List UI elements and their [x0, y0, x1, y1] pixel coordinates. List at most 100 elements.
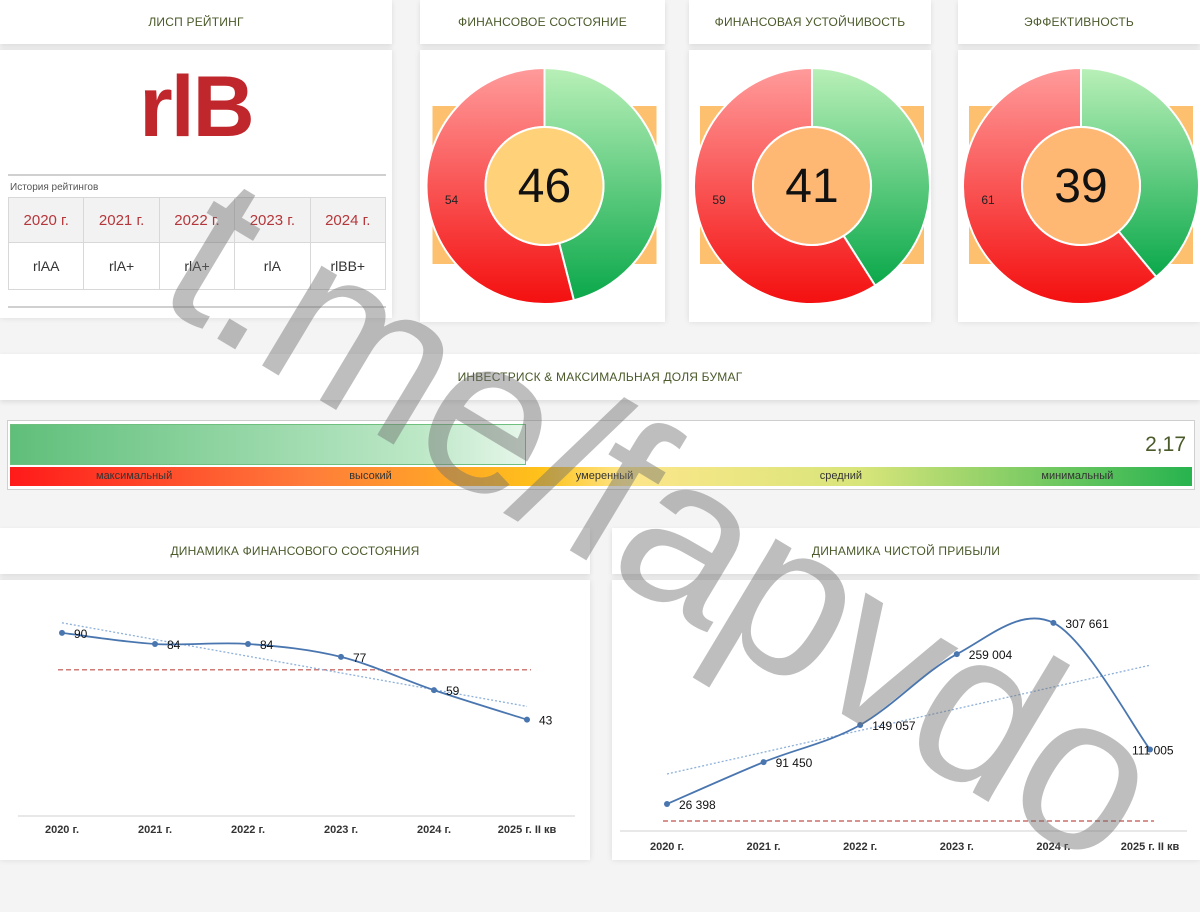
- rating-history-year: 2020 г.: [7, 197, 85, 243]
- category-label: 2025 г. II кв: [1121, 841, 1180, 853]
- data-point: [338, 653, 344, 660]
- category-label: 2021 г.: [747, 841, 781, 853]
- donut-center: [484, 126, 605, 246]
- rating-history-value: rlA+: [158, 242, 236, 290]
- fin-state-panel: 54 46: [420, 50, 665, 322]
- efficiency-header-label: ЭФФЕКТИВНОСТЬ: [1024, 15, 1134, 29]
- rating-header: ЛИСП РЕЙТИНГ: [0, 0, 392, 44]
- data-point: [664, 800, 670, 807]
- fin-dynamics-header: ДИНАМИКА ФИНАНСОВОГО СОСТОЯНИЯ: [0, 528, 590, 574]
- trend-line: [666, 664, 1151, 775]
- category-label: 2021 г.: [138, 824, 172, 836]
- rating-history-years-row: 2020 г. 2021 г. 2022 г. 2023 г. 2024 г.: [7, 197, 387, 243]
- series-line: [61, 632, 528, 721]
- trend-line: [61, 622, 528, 708]
- category-label: 2023 г.: [324, 824, 358, 836]
- profit-dynamics-header: ДИНАМИКА ЧИСТОЙ ПРИБЫЛИ: [612, 528, 1200, 574]
- donut-slice-label: 54: [445, 193, 459, 207]
- rating-panel: rlB История рейтингов 2020 г. 2021 г. 20…: [0, 50, 392, 318]
- donut-center: [752, 126, 872, 246]
- data-point: [953, 651, 960, 658]
- investrisk-header-label: ИНВЕСТРИСК & МАКСИМАЛЬНАЯ ДОЛЯ БУМАГ: [457, 370, 743, 384]
- rating-history-value: rlAA: [7, 242, 85, 290]
- data-label: 259 004: [969, 648, 1013, 662]
- donut-center-value: 39: [1054, 160, 1107, 213]
- donut-center: [1021, 126, 1141, 246]
- investrisk-value: 2,17: [1145, 433, 1186, 456]
- risk-label-high: высокий: [349, 470, 392, 482]
- donut-slice-label: 59: [712, 193, 726, 207]
- data-point: [152, 640, 158, 647]
- efficiency-panel: 61 39: [958, 50, 1200, 322]
- donut-slice-label: 61: [981, 193, 995, 207]
- data-point: [431, 687, 437, 694]
- profit-dynamics-panel: 26 398 2020 г. 91 450 2021 г. 149 057 2022 г.…: [612, 580, 1200, 860]
- data-label: 111 005: [1132, 743, 1174, 757]
- investrisk-scale: максимальный высокий умеренный средний м…: [10, 467, 1192, 486]
- rating-history-label: История рейтингов: [10, 182, 99, 193]
- data-label: 59: [446, 684, 460, 698]
- data-point: [524, 716, 530, 723]
- rating-header-label: ЛИСП РЕЙТИНГ: [148, 15, 244, 29]
- donut-center-value: 41: [785, 160, 838, 213]
- current-rating: rlB: [139, 59, 254, 155]
- fin-stability-header: ФИНАНСОВАЯ УСТОЙЧИВОСТЬ: [689, 0, 931, 44]
- category-label: 2020 г.: [650, 841, 684, 853]
- fin-stability-donut: 59 41: [693, 66, 931, 305]
- risk-label-average: средний: [819, 470, 863, 482]
- category-label: 2023 г.: [940, 841, 974, 853]
- fin-state-header-label: ФИНАНСОВОЕ СОСТОЯНИЕ: [458, 15, 627, 29]
- fin-dynamics-chart: 90 2020 г. 84 2021 г. 84 2022 г. 77 2023 г. 59 20…: [18, 622, 575, 836]
- investrisk-gauge: 2,17 максимальный высокий умеренный сред…: [7, 420, 1195, 490]
- category-label: 2022 г.: [231, 824, 265, 836]
- data-label: 84: [167, 638, 181, 652]
- rating-history-year: 2024 г.: [309, 197, 387, 243]
- rating-history-value: rlA+: [83, 242, 160, 290]
- donut-center-value: 46: [518, 160, 571, 213]
- rating-history-year: 2021 г.: [83, 197, 160, 243]
- rating-history-value: rlA: [234, 242, 311, 290]
- data-label: 90: [74, 627, 88, 641]
- category-label: 2022 г.: [843, 841, 877, 853]
- risk-label-moderate: умеренный: [575, 470, 634, 482]
- data-label: 84: [260, 638, 274, 652]
- rating-history-table: 2020 г. 2021 г. 2022 г. 2023 г. 2024 г. …: [7, 197, 387, 290]
- data-label: 149 057: [872, 719, 916, 733]
- rating-history-value: rlBB+: [309, 242, 387, 290]
- fin-state-header: ФИНАНСОВОЕ СОСТОЯНИЕ: [420, 0, 665, 44]
- risk-label-max: максимальный: [96, 470, 173, 482]
- category-label: 2020 г.: [45, 824, 79, 836]
- rating-history-year: 2023 г.: [234, 197, 311, 243]
- category-label: 2025 г. II кв: [498, 824, 557, 836]
- fin-state-donut: 54 46: [425, 66, 664, 305]
- investrisk-header: ИНВЕСТРИСК & МАКСИМАЛЬНАЯ ДОЛЯ БУМАГ: [0, 354, 1200, 400]
- data-point: [59, 629, 65, 636]
- fin-dynamics-header-label: ДИНАМИКА ФИНАНСОВОГО СОСТОЯНИЯ: [170, 544, 420, 558]
- category-label: 2024 г.: [1036, 841, 1070, 853]
- fin-stability-panel: 59 41: [689, 50, 931, 322]
- data-point: [857, 721, 864, 728]
- rating-history-year: 2022 г.: [158, 197, 236, 243]
- data-point: [760, 759, 767, 766]
- data-point: [1147, 746, 1153, 753]
- investrisk-fill-bar: [10, 424, 526, 465]
- data-point: [245, 640, 251, 647]
- rating-history-values-row: rlAA rlA+ rlA+ rlA rlBB+: [7, 242, 387, 290]
- fin-dynamics-panel: 90 2020 г. 84 2021 г. 84 2022 г. 77 2023 г. 59 20…: [0, 580, 590, 860]
- data-label: 26 398: [679, 798, 716, 812]
- profit-dynamics-header-label: ДИНАМИКА ЧИСТОЙ ПРИБЫЛИ: [811, 544, 1001, 558]
- data-label: 77: [353, 651, 367, 665]
- rating-divider-bottom: [8, 306, 386, 308]
- data-point: [1050, 619, 1057, 626]
- series-line: [666, 617, 1151, 805]
- data-label: 43: [539, 714, 553, 728]
- data-label: 307 661: [1065, 617, 1109, 631]
- profit-dynamics-chart: 26 398 2020 г. 91 450 2021 г. 149 057 2022 г.…: [620, 617, 1187, 853]
- data-label: 91 450: [776, 756, 813, 770]
- risk-label-min: минимальный: [1041, 470, 1114, 482]
- efficiency-donut: 61 39: [962, 66, 1200, 305]
- fin-stability-header-label: ФИНАНСОВАЯ УСТОЙЧИВОСТЬ: [714, 15, 906, 29]
- category-label: 2024 г.: [417, 824, 451, 836]
- rating-divider-top: [8, 174, 386, 176]
- efficiency-header: ЭФФЕКТИВНОСТЬ: [958, 0, 1200, 44]
